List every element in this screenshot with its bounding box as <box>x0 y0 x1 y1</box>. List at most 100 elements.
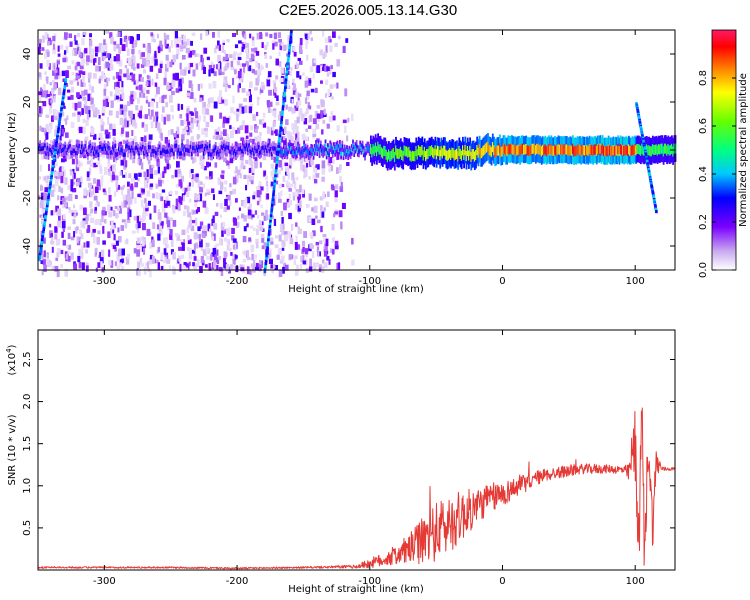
spectrogram-cell <box>183 35 186 43</box>
spectrogram-cell <box>51 246 54 253</box>
spectrogram-cell <box>199 193 203 202</box>
spectrogram-cell <box>313 166 317 173</box>
spectrogram-cell <box>206 161 210 168</box>
spectrogram-cell <box>75 151 77 156</box>
spectrogram-cell <box>114 247 117 252</box>
spectrogram-cell <box>164 243 169 248</box>
spectrogram-cell <box>161 150 163 155</box>
spectrogram-cell <box>516 144 519 155</box>
spectrogram-cell <box>40 240 44 244</box>
spectrogram-cell <box>89 35 93 40</box>
spectrogram-cell <box>243 41 247 46</box>
spectrogram-cell <box>140 199 144 208</box>
spectrogram-cell <box>305 128 308 132</box>
spectrogram-cell <box>651 144 654 155</box>
spectrogram-cell <box>430 145 433 156</box>
spectrogram-cell <box>45 175 49 184</box>
snr-y-axis-label: SNR (10 * v/v) <box>7 414 18 485</box>
spectrogram-cell <box>95 202 98 208</box>
spectrogram-cell <box>42 230 45 234</box>
spectrogram-cell <box>315 164 319 168</box>
spectrogram-cell <box>321 129 324 135</box>
spectrogram-cell <box>44 187 49 193</box>
spectrogram-cell <box>219 237 221 246</box>
spectrogram-cell <box>74 40 78 45</box>
spectrogram-cell <box>102 153 105 158</box>
spectrogram-cell <box>70 94 74 100</box>
spectrogram-cell <box>254 157 258 162</box>
spectrogram-cell <box>202 101 206 108</box>
spectrogram-cell <box>559 144 562 155</box>
spectrogram-cell <box>458 145 461 156</box>
spectrogram-cell <box>273 182 276 186</box>
spectrogram-cell <box>223 230 226 234</box>
spectrogram-cell <box>263 267 267 271</box>
spectrogram-cell <box>276 95 279 101</box>
spectrogram-cell <box>323 148 326 153</box>
spectrogram-cell <box>140 76 144 82</box>
spectrogram-cell <box>115 175 119 180</box>
spectrogram-cell <box>339 143 341 148</box>
spectrogram-cell <box>254 70 258 75</box>
spectrogram-cell <box>193 243 196 251</box>
spectrogram-cell <box>121 187 124 195</box>
spectrogram-cell <box>304 248 309 255</box>
spectrogram-cell <box>144 180 147 188</box>
spectrogram-cell <box>144 262 149 267</box>
spectrogram-cell <box>277 198 282 203</box>
spectrogram-cell <box>72 188 77 193</box>
spectrogram-cell <box>261 146 264 151</box>
spectrogram-cell <box>140 147 143 152</box>
spectrogram-cell <box>44 216 47 220</box>
spectrogram-cell <box>48 188 51 192</box>
spectrogram-cell <box>60 108 63 112</box>
spectrogram-cell <box>242 65 246 74</box>
spectrogram-cell <box>92 162 97 168</box>
spectrogram-cell <box>188 252 193 260</box>
spectrogram-cell <box>538 144 541 155</box>
spectrogram-cell <box>113 147 115 152</box>
spectrogram-cell <box>204 130 209 138</box>
spectrogram-cell <box>85 214 89 221</box>
spectrogram-cell <box>112 210 116 217</box>
y-tick-label: 2.5 <box>22 352 33 368</box>
spectrogram-cell <box>614 145 617 156</box>
spectrogram-cell <box>242 63 246 67</box>
spectrogram-cell <box>46 253 49 259</box>
spectrogram-cell <box>252 195 256 200</box>
spectrogram-cell <box>297 145 299 150</box>
spectrogram-cell <box>242 165 246 170</box>
spectrogram-cell <box>306 148 309 153</box>
spectrogram-cell <box>276 155 279 159</box>
spectrogram-cell <box>135 85 139 90</box>
spectrogram-cell <box>113 155 116 163</box>
spectrogram-cell <box>308 160 312 167</box>
spectrogram-cell <box>259 119 262 125</box>
spectrogram-cell <box>141 122 145 128</box>
spectrogram-cell <box>195 242 199 249</box>
spectrogram-cell <box>275 160 279 164</box>
spectrogram-cell <box>172 73 177 81</box>
spectrogram-cell <box>174 169 178 178</box>
spectrogram-cell <box>100 124 104 132</box>
spectrogram-cell <box>389 151 391 162</box>
spectrogram-cell <box>279 43 283 51</box>
spectrogram-cell <box>44 143 46 148</box>
spectrogram-cell <box>287 182 291 189</box>
chart-title: C2E5.2026.005.13.14.G30 <box>279 2 457 19</box>
spectrogram-cell <box>186 108 190 114</box>
spectrogram-cell <box>157 246 161 253</box>
spectrogram-cell <box>321 160 326 169</box>
spectrogram-cell <box>288 106 292 112</box>
spectrogram-cell <box>151 98 155 103</box>
spectrogram-cell <box>233 149 236 154</box>
spectrogram-cell <box>312 151 315 157</box>
spectrogram-cell <box>230 107 234 114</box>
spectrogram-cell <box>213 101 218 109</box>
spectrogram-cell <box>201 57 204 62</box>
spectrogram-cell <box>67 226 71 230</box>
spectrogram-cell <box>230 66 235 70</box>
spectrogram-cell <box>110 100 114 108</box>
spectrogram-cell <box>197 180 201 189</box>
spectrogram-cell <box>255 238 259 244</box>
